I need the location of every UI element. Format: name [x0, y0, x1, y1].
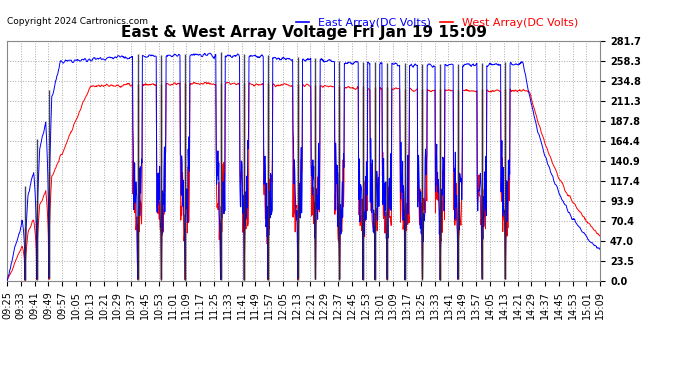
Title: East & West Array Voltage Fri Jan 19 15:09: East & West Array Voltage Fri Jan 19 15:…: [121, 25, 486, 40]
Text: Copyright 2024 Cartronics.com: Copyright 2024 Cartronics.com: [7, 17, 148, 26]
Legend: East Array(DC Volts), West Array(DC Volts): East Array(DC Volts), West Array(DC Volt…: [292, 13, 583, 32]
